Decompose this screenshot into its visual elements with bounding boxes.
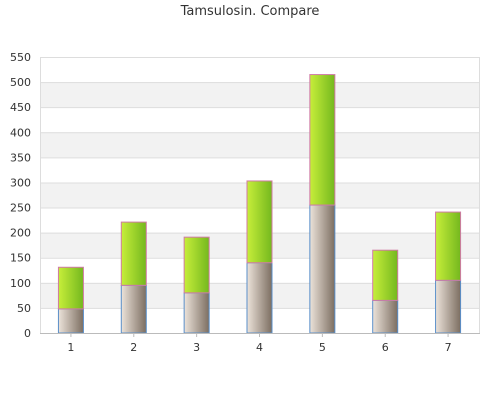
- bar-segment-bottom: [183, 292, 210, 334]
- x-tick-label: 7: [445, 341, 452, 354]
- x-tick-label: 6: [382, 341, 389, 354]
- y-tick-label: 350: [10, 151, 31, 164]
- x-tick-label: 4: [256, 341, 263, 354]
- y-tick-label: 150: [10, 252, 31, 265]
- bar-segment-top: [57, 266, 84, 310]
- bar-group-1: [57, 266, 84, 334]
- bar-segment-bottom: [120, 284, 147, 334]
- y-tick-label: 550: [10, 51, 31, 64]
- bar-segment-top: [435, 211, 462, 281]
- x-tick-label: 2: [130, 341, 137, 354]
- bar-segment-top: [372, 249, 399, 301]
- y-tick-label: 300: [10, 176, 31, 189]
- chart-title: Tamsulosin. Compare: [180, 4, 320, 19]
- bar-segment-bottom: [246, 262, 273, 334]
- grid-band: [40, 132, 480, 158]
- bar-group-6: [372, 249, 399, 334]
- bar-group-2: [120, 221, 147, 334]
- x-tick-label: 5: [319, 341, 326, 354]
- bar-segment-top: [309, 74, 336, 206]
- bar-segment-bottom: [57, 308, 84, 334]
- bar-group-4: [246, 180, 273, 334]
- y-tick-label: 50: [17, 302, 31, 315]
- bar-segment-top: [183, 236, 210, 294]
- y-tick-label: 500: [10, 76, 31, 89]
- bar-segment-bottom: [435, 279, 462, 334]
- bar-group-7: [435, 211, 462, 334]
- y-tick-label: 200: [10, 227, 31, 240]
- y-tick-label: 400: [10, 126, 31, 139]
- bar-segment-top: [120, 221, 147, 286]
- y-tick-label: 250: [10, 202, 31, 215]
- y-tick-label: 100: [10, 277, 31, 290]
- bar-group-5: [309, 74, 336, 334]
- grid-band: [40, 82, 480, 108]
- x-tick-label: 1: [67, 341, 74, 354]
- y-tick-label: 450: [10, 101, 31, 114]
- bar-segment-bottom: [372, 299, 399, 334]
- bar-segment-bottom: [309, 204, 336, 334]
- bar-segment-top: [246, 180, 273, 264]
- x-tick-label: 3: [193, 341, 200, 354]
- bar-group-3: [183, 236, 210, 334]
- y-tick-label: 0: [24, 327, 31, 340]
